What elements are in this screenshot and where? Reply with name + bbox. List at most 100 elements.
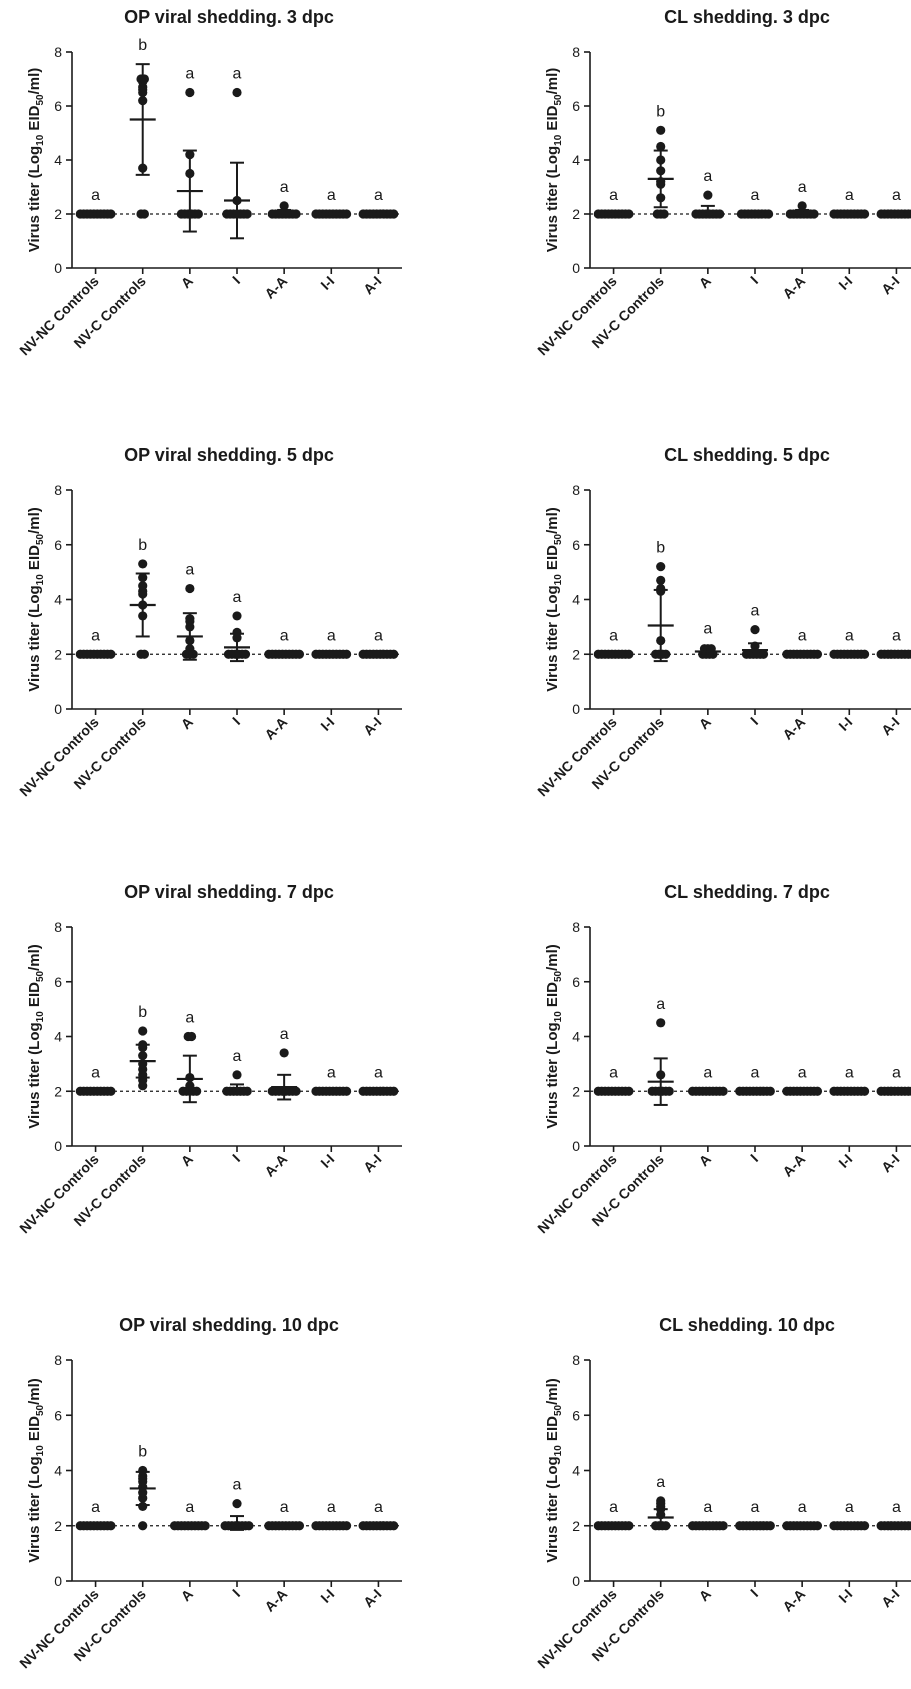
y-tick-label: 2 [54,646,62,662]
x-tick-label: I [229,714,243,728]
y-tick-label: 2 [572,1518,580,1534]
significance-letter: a [185,1010,194,1027]
y-tick-label: 2 [54,1518,62,1534]
y-tick-label: 6 [54,1407,62,1423]
data-point [812,649,823,659]
x-tick-label: A [696,273,714,291]
data-point [232,87,242,98]
significance-letter: a [751,187,760,204]
x-tick-label: A-I [360,273,385,298]
x-tick-label: I [229,1151,243,1165]
significance-letter: a [703,620,712,637]
significance-letter: a [845,627,854,644]
significance-letter: a [751,1499,760,1516]
significance-letter: a [751,603,760,620]
data-point [106,1086,116,1096]
x-tick-label: A [696,714,714,732]
y-tick-label: 6 [572,1407,580,1423]
data-point [192,1086,202,1096]
data-point [765,1521,775,1531]
x-tick-label: I [747,1586,761,1600]
y-tick-label: 0 [572,1573,580,1589]
y-tick-label: 2 [54,1083,62,1099]
data-point [389,1521,399,1531]
y-tick-label: 8 [54,44,62,60]
data-point [232,1499,242,1509]
data-point [294,649,305,659]
x-tick-label: I-I [835,714,855,734]
significance-letter: a [703,1499,712,1516]
significance-letter: a [703,1064,712,1081]
data-point [659,209,669,219]
significance-letter: a [233,589,242,606]
data-point [812,1086,823,1096]
data-point [624,649,634,659]
chart-title: CL shedding. 7 dpc [664,882,830,902]
data-point [764,209,774,219]
data-point [232,1070,242,1080]
data-point [139,209,150,219]
y-tick-label: 6 [54,974,62,990]
significance-letter: a [798,1499,807,1516]
data-point [809,209,819,219]
data-point [138,559,148,569]
y-tick-label: 8 [572,44,580,60]
data-point [664,1086,674,1096]
y-tick-label: 4 [572,592,580,608]
chart-title: CL shedding. 3 dpc [664,7,830,27]
data-point [341,649,352,659]
data-point [185,87,195,98]
significance-letter: a [845,1499,854,1516]
y-tick-label: 8 [54,482,62,498]
significance-letter: a [374,627,383,644]
significance-letter: b [656,103,665,120]
significance-letter: a [185,1499,194,1516]
x-tick-label: A [178,714,196,732]
x-tick-label: I-I [835,1586,855,1606]
chart-title: OP viral shedding. 10 dpc [119,1315,339,1335]
significance-letter: a [327,1499,336,1516]
data-point [106,649,116,659]
significance-letter: a [185,66,194,83]
x-tick-label: A-I [360,714,385,739]
y-tick-label: 4 [572,1029,580,1045]
data-point [656,125,666,135]
data-point [186,1031,197,1042]
data-point [656,141,666,152]
significance-letter: a [327,1064,336,1081]
significance-letter: a [327,627,336,644]
y-tick-label: 2 [572,646,580,662]
x-tick-label: A [696,1586,714,1604]
x-tick-label: A-A [779,1586,808,1615]
significance-letter: a [609,187,618,204]
y-axis-label: Virus titer (Log10 EID50/ml) [544,1378,564,1563]
significance-letter: a [327,187,336,204]
significance-letter: b [656,540,665,557]
x-tick-label: I-I [835,1151,855,1171]
significance-letter: a [656,1474,665,1491]
data-point [232,611,242,621]
data-point [859,649,870,659]
data-point [859,1086,870,1096]
data-point [193,209,203,219]
significance-letter: a [233,1477,242,1494]
significance-letter: a [656,996,665,1013]
data-point [291,209,301,219]
significance-letter: a [892,187,901,204]
y-tick-label: 4 [572,152,580,168]
y-tick-label: 0 [54,1573,62,1589]
significance-letter: a [280,627,289,644]
x-tick-label: A-I [878,1586,903,1611]
chart-title: CL shedding. 5 dpc [664,445,830,465]
significance-letter: a [609,1499,618,1516]
y-tick-label: 0 [54,1138,62,1154]
chart-panel-2: CL shedding. 3 dpc Virus titer (Log10 EID… [534,7,911,358]
y-tick-label: 4 [54,152,62,168]
x-tick-label: A-I [878,273,903,298]
x-tick-label: NV-NC Controls [16,273,102,359]
significance-letter: b [138,537,147,554]
y-tick-label: 6 [54,537,62,553]
data-point [859,209,870,219]
y-tick-label: 0 [54,260,62,276]
chart-panel-7: OP viral shedding. 10 dpc Virus titer (Lo… [16,1315,402,1671]
